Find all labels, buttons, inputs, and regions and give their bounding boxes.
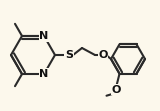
Text: N: N: [39, 31, 49, 41]
Text: O: O: [112, 85, 121, 95]
Text: O: O: [98, 50, 108, 60]
Text: N: N: [39, 69, 49, 79]
Text: S: S: [65, 50, 73, 60]
